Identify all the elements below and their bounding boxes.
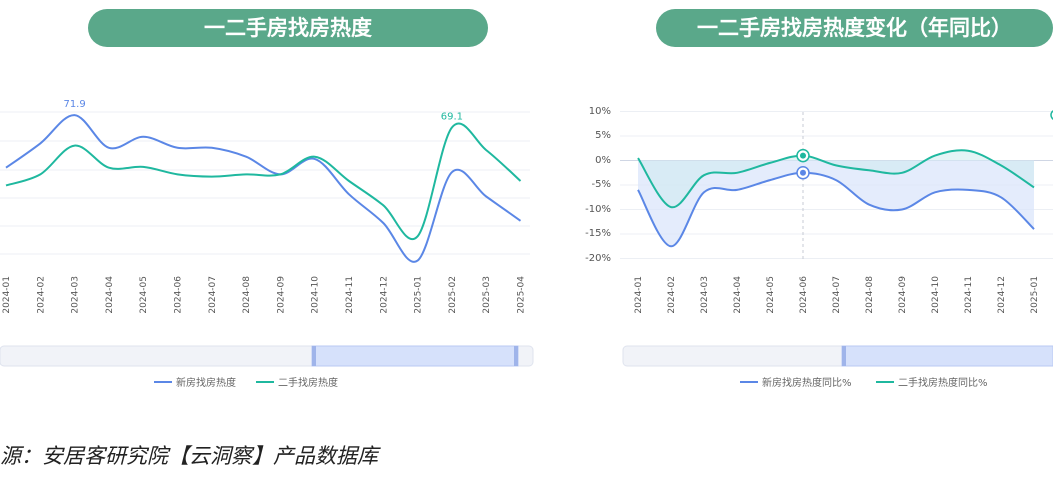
x-tick-label: 2024-07 [832,276,842,314]
x-tick-label: 2024-02 [667,276,677,314]
legend-label-second: 二手找房热度 [278,376,338,389]
x-tick-label: 2025-02 [448,276,458,314]
x-tick-label: 2024-11 [964,276,974,314]
x-tick-label: 2024-05 [766,276,776,314]
x-tick-label: 2024-07 [208,276,218,314]
hover-marker-dot [800,169,806,176]
left-chart: 2024-01 2024-02 2024-03 2024-04 2024-05 2024-… [0,99,534,389]
x-tick-label: 2025-01 [1030,276,1040,314]
chart-title-left: 一二手房找房热度 [88,9,488,47]
hover-marker-dot [800,152,806,159]
x-tick-label: 2024-05 [139,276,149,314]
left-gridlines [0,111,530,255]
chart-title-right: 一二手房找房热度变化（年同比） [656,9,1053,47]
series-line-second-yoy [637,149,1035,209]
x-tick-label: 2024-11 [345,276,355,314]
x-tick-label: 2024-08 [865,276,875,314]
x-tick-label: 2024-04 [733,276,743,314]
x-tick-label: 2025-01 [414,276,424,314]
legend-label-new-yoy: 新房找房热度同比% [762,376,852,389]
left-x-tick-labels: 2024-01 2024-02 2024-03 2024-04 2024-05 2024-… [2,276,527,314]
right-chart: 10% 5% 0% -5% -10% -15% -20% 2024-01 2024… [585,106,1053,389]
series-line-second [5,122,522,240]
x-tick-label: 2024-01 [634,276,644,314]
y-tick-label: -15% [585,228,611,239]
x-tick-label: 2024-06 [174,276,184,314]
x-tick-label: 2025-04 [517,276,527,314]
x-tick-label: 2024-09 [276,276,286,314]
series-area-new-yoy [638,160,1034,247]
x-tick-label: 2025-03 [482,276,492,314]
x-tick-label: 2024-10 [311,276,321,314]
y-tick-label: 0% [595,155,611,166]
y-tick-label: 5% [595,130,611,141]
x-tick-label: 2024-12 [997,276,1007,314]
right-x-tick-labels: 2024-01 2024-02 2024-03 2024-04 2024-05 2024-… [634,276,1040,314]
x-tick-label: 2024-10 [931,276,941,314]
x-tick-label: 2024-12 [379,276,389,314]
left-series [5,114,522,263]
x-tick-label: 2024-09 [898,276,908,314]
right-range-handle-start[interactable] [842,346,846,366]
series-area-second-yoy [638,150,1034,208]
y-tick-label: 10% [589,106,611,117]
source-note: 源：安居客研究院【云洞察】产品数据库 [0,444,378,468]
data-label-second-peak: 69.1 [441,112,463,123]
y-tick-label: -10% [585,204,611,215]
x-tick-label: 2024-03 [700,276,710,314]
legend-label-second-yoy: 二手找房热度同比% [898,376,988,389]
series-line-new [5,114,522,263]
left-range-handle-start[interactable] [312,346,316,366]
x-tick-label: 2024-03 [71,276,81,314]
x-tick-label: 2024-01 [2,276,12,314]
x-tick-label: 2024-08 [242,276,252,314]
data-label-new-peak: 71.9 [63,99,85,110]
y-tick-label: -20% [585,253,611,264]
x-tick-label: 2024-02 [36,276,46,314]
x-tick-label: 2024-04 [105,276,115,314]
left-range-handle-end[interactable] [514,346,518,366]
legend-label-new: 新房找房热度 [176,376,236,389]
series-line-new-yoy [637,171,1035,248]
left-range-window[interactable] [311,345,519,367]
y-tick-label: -5% [592,179,611,190]
right-series [637,110,1053,248]
right-range-window[interactable] [841,345,1053,367]
x-tick-label: 2024-06 [799,276,809,314]
